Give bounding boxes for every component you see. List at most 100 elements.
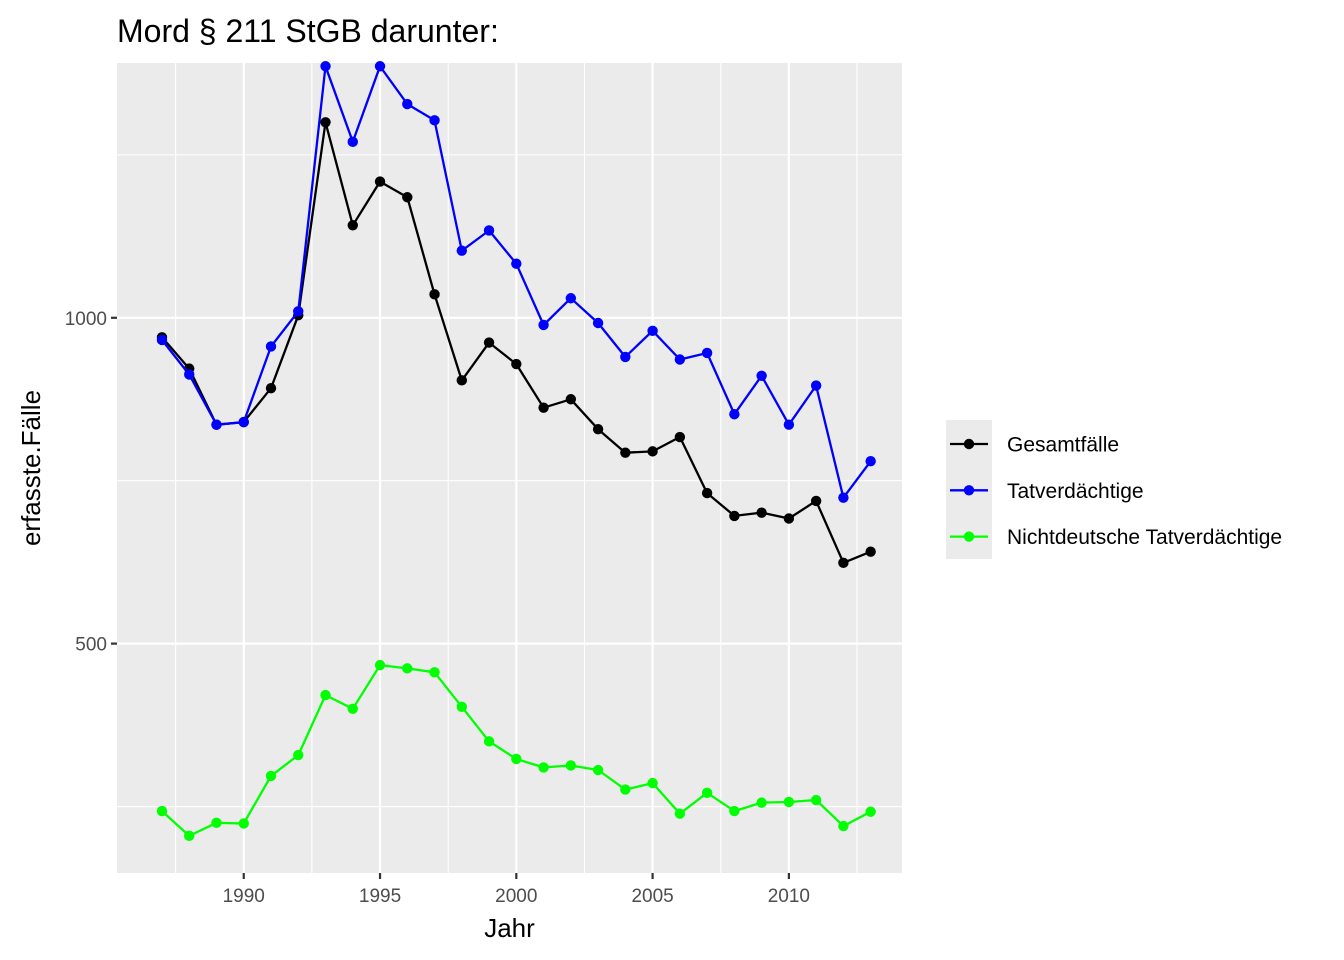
data-point-nichtdeutsche-tatverdaechtige [701,787,713,799]
legend-label-nichtdeutsche-tatverdaechtige: Nichtdeutsche Tatverdächtige [1007,526,1282,549]
data-point-nichtdeutsche-tatverdaechtige [320,689,331,701]
data-point-nichtdeutsche-tatverdaechtige [238,818,249,829]
data-point-nichtdeutsche-tatverdaechtige [374,659,386,671]
data-point-nichtdeutsche-tatverdaechtige [592,764,604,776]
data-point-nichtdeutsche-tatverdaechtige [865,806,876,817]
x-tick-label: 2005 [631,886,673,907]
data-point-tatverdaechtige [320,61,331,72]
x-tick-label: 2000 [495,886,537,907]
data-point-nichtdeutsche-tatverdaechtige [838,820,849,832]
data-point-tatverdaechtige [293,306,304,317]
data-point-nichtdeutsche-tatverdaechtige [456,701,468,713]
data-point-nichtdeutsche-tatverdaechtige [538,762,549,773]
plot-panel [117,63,902,873]
x-axis-title: Jahr [484,913,535,943]
data-point-tatverdaechtige [538,319,549,331]
data-point-tatverdaechtige [184,369,195,380]
data-point-tatverdaechtige [429,115,440,126]
y-tick-labels: 500 1000 [65,309,107,656]
data-point-gesamtfaelle [483,337,495,348]
data-point-nichtdeutsche-tatverdaechtige [810,794,822,806]
data-point-tatverdaechtige [620,351,631,363]
data-point-gesamtfaelle [429,289,440,300]
data-point-tatverdaechtige [729,409,740,420]
data-point-nichtdeutsche-tatverdaechtige [402,663,413,674]
data-point-nichtdeutsche-tatverdaechtige [265,770,277,782]
data-point-gesamtfaelle [783,513,795,524]
data-point-gesamtfaelle [674,431,686,443]
data-point-tatverdaechtige [674,354,686,365]
x-tick-label: 2010 [768,886,810,907]
data-point-gesamtfaelle [810,495,822,507]
data-point-gesamtfaelle [620,447,631,458]
data-point-gesamtfaelle [647,446,658,457]
data-point-gesamtfaelle [592,424,604,435]
data-point-tatverdaechtige [156,334,168,346]
data-point-tatverdaechtige [592,317,604,329]
x-tick-label: 1995 [359,886,401,907]
data-point-gesamtfaelle [838,557,849,569]
data-point-nichtdeutsche-tatverdaechtige [184,830,195,842]
data-point-tatverdaechtige [756,370,767,381]
data-point-nichtdeutsche-tatverdaechtige [756,797,767,808]
data-point-tatverdaechtige [211,419,222,430]
x-tick-labels: 1990 1995 2000 2005 2010 [223,886,810,907]
x-tick-label: 1990 [223,886,265,907]
legend: Gesamtfälle Tatverdächtige Nichtdeutsche T… [946,420,1282,559]
data-point-gesamtfaelle [511,358,522,370]
series-nichtdeutsche-tatverdaechtige [156,659,876,842]
series-layer [156,61,876,842]
data-point-gesamtfaelle [374,176,386,187]
data-point-nichtdeutsche-tatverdaechtige [156,805,168,817]
data-point-nichtdeutsche-tatverdaechtige [647,777,658,789]
y-tick-label: 1000 [65,309,107,330]
data-point-nichtdeutsche-tatverdaechtige [511,753,522,765]
data-point-nichtdeutsche-tatverdaechtige [347,703,358,714]
data-point-tatverdaechtige [865,455,876,467]
data-point-tatverdaechtige [565,293,577,304]
data-point-tatverdaechtige [347,136,358,148]
data-point-gesamtfaelle [538,402,549,413]
data-point-gesamtfaelle [565,394,577,405]
data-point-nichtdeutsche-tatverdaechtige [729,805,740,817]
series-tatverdaechtige [156,61,876,503]
data-point-gesamtfaelle [865,546,876,557]
legend-label-gesamtfaelle: Gesamtfälle [1007,434,1119,457]
legend-key-point-nichtdeutsche-tatverdaechtige [963,531,975,542]
data-point-gesamtfaelle [456,375,468,386]
data-point-tatverdaechtige [374,61,386,72]
data-point-tatverdaechtige [402,98,413,110]
y-axis-title: erfasste.Fälle [16,390,46,546]
legend-key-point-gesamtfaelle [963,438,975,450]
data-point-tatverdaechtige [483,225,495,236]
data-point-gesamtfaelle [701,487,713,499]
data-point-tatverdaechtige [456,245,468,256]
data-point-tatverdaechtige [265,341,277,352]
data-point-nichtdeutsche-tatverdaechtige [565,760,577,771]
data-point-tatverdaechtige [647,325,658,337]
data-point-gesamtfaelle [729,510,740,522]
data-point-tatverdaechtige [783,419,795,430]
data-point-gesamtfaelle [320,117,331,128]
data-point-nichtdeutsche-tatverdaechtige [674,808,686,819]
data-point-nichtdeutsche-tatverdaechtige [429,667,440,678]
data-point-nichtdeutsche-tatverdaechtige [211,817,222,829]
axis-ticks [111,316,790,879]
data-point-gesamtfaelle [347,220,358,231]
data-point-gesamtfaelle [265,382,277,394]
major-gridlines [117,63,902,873]
data-point-tatverdaechtige [838,492,849,503]
legend-label-tatverdaechtige: Tatverdächtige [1007,480,1144,503]
data-point-tatverdaechtige [810,380,822,391]
chart-title: Mord § 211 StGB darunter: [117,13,499,49]
data-point-nichtdeutsche-tatverdaechtige [620,784,631,795]
data-point-gesamtfaelle [756,507,767,518]
data-point-nichtdeutsche-tatverdaechtige [783,796,795,808]
data-point-gesamtfaelle [402,192,413,203]
data-point-tatverdaechtige [511,258,522,269]
y-tick-label: 500 [75,635,107,656]
data-point-nichtdeutsche-tatverdaechtige [293,749,304,761]
legend-key-point-tatverdaechtige [963,485,975,496]
data-point-nichtdeutsche-tatverdaechtige [483,736,495,747]
